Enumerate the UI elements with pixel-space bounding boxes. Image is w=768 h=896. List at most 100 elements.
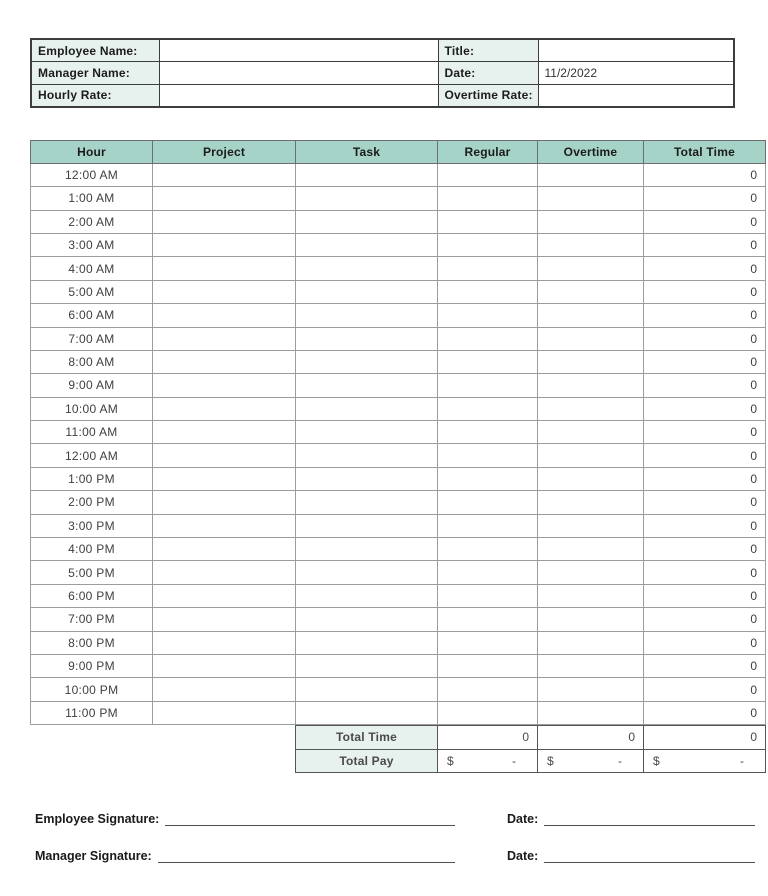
regular-input-cell[interactable] (437, 443, 538, 468)
project-input-cell[interactable] (152, 279, 296, 305)
task-input-cell[interactable] (295, 466, 438, 492)
regular-input-cell[interactable] (437, 162, 538, 188)
project-input-cell[interactable] (152, 186, 296, 211)
regular-input-cell[interactable] (437, 396, 538, 422)
project-input-cell[interactable] (152, 583, 296, 609)
regular-input-cell[interactable] (437, 490, 538, 515)
project-input-cell[interactable] (152, 490, 296, 515)
overtime-input-cell[interactable] (537, 466, 644, 492)
regular-input-cell[interactable] (437, 420, 538, 445)
regular-input-cell[interactable] (437, 186, 538, 211)
manager-name-field[interactable] (158, 61, 439, 85)
overtime-input-cell[interactable] (537, 326, 644, 351)
task-input-cell[interactable] (295, 420, 438, 445)
task-input-cell[interactable] (295, 560, 438, 585)
project-input-cell[interactable] (152, 396, 296, 422)
regular-input-cell[interactable] (437, 513, 538, 539)
project-input-cell[interactable] (152, 700, 296, 726)
overtime-input-cell[interactable] (537, 677, 644, 702)
regular-input-cell[interactable] (437, 209, 538, 234)
regular-input-cell[interactable] (437, 630, 538, 655)
task-input-cell[interactable] (295, 677, 438, 702)
overtime-input-cell[interactable] (537, 630, 644, 655)
hourly-rate-field[interactable] (158, 83, 439, 108)
regular-input-cell[interactable] (437, 232, 538, 258)
employee-date-line[interactable] (544, 811, 755, 827)
project-input-cell[interactable] (152, 349, 296, 375)
task-input-cell[interactable] (295, 186, 438, 211)
project-input-cell[interactable] (152, 162, 296, 188)
regular-input-cell[interactable] (437, 583, 538, 609)
project-input-cell[interactable] (152, 607, 296, 632)
project-input-cell[interactable] (152, 466, 296, 492)
overtime-input-cell[interactable] (537, 653, 644, 679)
overtime-input-cell[interactable] (537, 420, 644, 445)
employee-signature-line[interactable] (165, 811, 455, 827)
task-input-cell[interactable] (295, 396, 438, 422)
project-input-cell[interactable] (152, 303, 296, 328)
regular-input-cell[interactable] (437, 700, 538, 726)
task-input-cell[interactable] (295, 490, 438, 515)
overtime-input-cell[interactable] (537, 583, 644, 609)
project-input-cell[interactable] (152, 630, 296, 655)
overtime-input-cell[interactable] (537, 700, 644, 726)
project-input-cell[interactable] (152, 420, 296, 445)
manager-date-line[interactable] (544, 848, 755, 864)
project-input-cell[interactable] (152, 326, 296, 351)
regular-input-cell[interactable] (437, 677, 538, 702)
overtime-input-cell[interactable] (537, 396, 644, 422)
overtime-input-cell[interactable] (537, 513, 644, 539)
date-field[interactable]: 11/2/2022 (537, 61, 735, 85)
project-input-cell[interactable] (152, 677, 296, 702)
task-input-cell[interactable] (295, 700, 438, 726)
overtime-input-cell[interactable] (537, 232, 644, 258)
manager-signature-line[interactable] (157, 848, 455, 864)
task-input-cell[interactable] (295, 349, 438, 375)
project-input-cell[interactable] (152, 653, 296, 679)
task-input-cell[interactable] (295, 373, 438, 398)
regular-input-cell[interactable] (437, 256, 538, 281)
task-input-cell[interactable] (295, 256, 438, 281)
overtime-input-cell[interactable] (537, 349, 644, 375)
project-input-cell[interactable] (152, 513, 296, 539)
regular-input-cell[interactable] (437, 373, 538, 398)
regular-input-cell[interactable] (437, 466, 538, 492)
task-input-cell[interactable] (295, 537, 438, 562)
regular-input-cell[interactable] (437, 560, 538, 585)
project-input-cell[interactable] (152, 232, 296, 258)
regular-input-cell[interactable] (437, 303, 538, 328)
overtime-input-cell[interactable] (537, 209, 644, 234)
task-input-cell[interactable] (295, 162, 438, 188)
task-input-cell[interactable] (295, 443, 438, 468)
overtime-input-cell[interactable] (537, 490, 644, 515)
task-input-cell[interactable] (295, 326, 438, 351)
regular-input-cell[interactable] (437, 653, 538, 679)
task-input-cell[interactable] (295, 232, 438, 258)
overtime-input-cell[interactable] (537, 303, 644, 328)
task-input-cell[interactable] (295, 583, 438, 609)
project-input-cell[interactable] (152, 537, 296, 562)
overtime-input-cell[interactable] (537, 256, 644, 281)
overtime-rate-field[interactable] (537, 83, 735, 108)
task-input-cell[interactable] (295, 653, 438, 679)
title-field[interactable] (537, 38, 735, 63)
task-input-cell[interactable] (295, 513, 438, 539)
project-input-cell[interactable] (152, 443, 296, 468)
regular-input-cell[interactable] (437, 607, 538, 632)
project-input-cell[interactable] (152, 373, 296, 398)
task-input-cell[interactable] (295, 303, 438, 328)
overtime-input-cell[interactable] (537, 373, 644, 398)
overtime-input-cell[interactable] (537, 607, 644, 632)
project-input-cell[interactable] (152, 560, 296, 585)
task-input-cell[interactable] (295, 279, 438, 305)
overtime-input-cell[interactable] (537, 279, 644, 305)
overtime-input-cell[interactable] (537, 537, 644, 562)
regular-input-cell[interactable] (437, 349, 538, 375)
task-input-cell[interactable] (295, 630, 438, 655)
overtime-input-cell[interactable] (537, 162, 644, 188)
task-input-cell[interactable] (295, 607, 438, 632)
employee-name-field[interactable] (158, 38, 439, 63)
project-input-cell[interactable] (152, 256, 296, 281)
regular-input-cell[interactable] (437, 279, 538, 305)
task-input-cell[interactable] (295, 209, 438, 234)
